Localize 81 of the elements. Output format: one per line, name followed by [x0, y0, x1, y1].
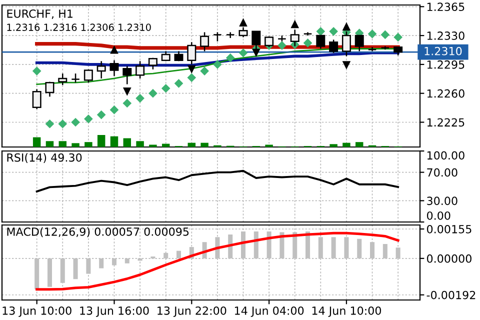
y-tick-label: 1.2260	[427, 89, 464, 98]
bar	[84, 142, 92, 147]
point	[238, 48, 248, 58]
point	[71, 118, 80, 127]
point	[58, 119, 68, 128]
x-tick-label: 14 Jun 10:00	[312, 306, 382, 317]
bar	[58, 141, 67, 147]
point	[96, 110, 106, 120]
point	[342, 22, 351, 31]
point	[45, 119, 54, 128]
point	[226, 53, 235, 62]
bar	[342, 142, 350, 147]
ref-line-label: 1.2310	[424, 46, 462, 56]
bar	[200, 142, 208, 147]
y-tick-label: 1.2295	[427, 60, 464, 69]
point	[213, 60, 222, 69]
point	[394, 32, 402, 42]
y-tick-label: 1.2225	[427, 118, 464, 127]
y-tick-label: -0.00192	[426, 290, 476, 300]
x-tick-label: 13 Jun 16:00	[80, 306, 149, 317]
point	[329, 27, 338, 36]
point	[136, 94, 144, 103]
bar	[123, 138, 132, 147]
point	[122, 98, 132, 108]
bar	[97, 135, 106, 147]
point	[161, 84, 170, 93]
candlestick	[84, 68, 93, 84]
candlestick	[136, 60, 145, 80]
y-tick-label: 1.2365	[427, 2, 464, 12]
point	[380, 30, 390, 40]
candlestick	[110, 60, 119, 77]
y-tick-label: 0.00155	[426, 224, 472, 234]
y-tick-label: 100.00	[427, 151, 464, 160]
point	[303, 38, 312, 48]
annotation: 1.2316 1.2316 1.2306 1.2310	[7, 24, 151, 31]
point	[122, 88, 132, 96]
candlestick	[226, 32, 235, 39]
point	[278, 41, 286, 50]
point	[239, 18, 248, 27]
bar	[355, 142, 364, 147]
bar	[46, 141, 54, 147]
candlestick	[96, 60, 106, 80]
bar	[188, 142, 196, 147]
bar	[136, 141, 144, 147]
chart-title: RSI(14) 49.30	[7, 153, 82, 164]
bar	[330, 144, 338, 147]
x-tick-label: 14 Jun 04:00	[234, 306, 304, 317]
bar	[72, 143, 80, 147]
point	[342, 61, 351, 70]
point	[316, 27, 326, 36]
candlestick	[71, 72, 80, 84]
point	[110, 45, 118, 54]
chart-title: EURCHF, H1	[7, 9, 72, 19]
bar	[162, 144, 170, 147]
y-tick-label: 0.00	[426, 211, 450, 220]
bar	[110, 136, 118, 147]
candlestick	[200, 32, 210, 52]
point	[148, 88, 158, 98]
point	[187, 73, 196, 82]
point	[174, 79, 184, 88]
x-tick-label: 13 Jun 22:00	[158, 306, 226, 317]
candlestick	[212, 32, 222, 42]
bar	[32, 137, 41, 147]
point	[368, 29, 377, 38]
y-tick-label: 0.00000	[426, 254, 472, 263]
point	[290, 20, 300, 28]
point	[84, 114, 93, 124]
candlestick	[32, 88, 42, 110]
point	[32, 66, 42, 76]
y-tick-label: 1.2330	[427, 32, 464, 40]
candlestick	[329, 39, 338, 54]
x-tick-label: 13 Jun 10:00	[2, 306, 72, 317]
candlestick	[58, 72, 68, 86]
y-tick-label: 30.00	[427, 196, 458, 206]
point	[187, 65, 196, 74]
point	[110, 105, 119, 114]
point	[200, 66, 209, 76]
candlestick	[122, 65, 132, 85]
chart-title: MACD(12,26,9) 0.00057 0.00095	[7, 227, 189, 238]
candlestick	[45, 81, 54, 98]
y-tick-label: 70.00	[427, 168, 458, 177]
